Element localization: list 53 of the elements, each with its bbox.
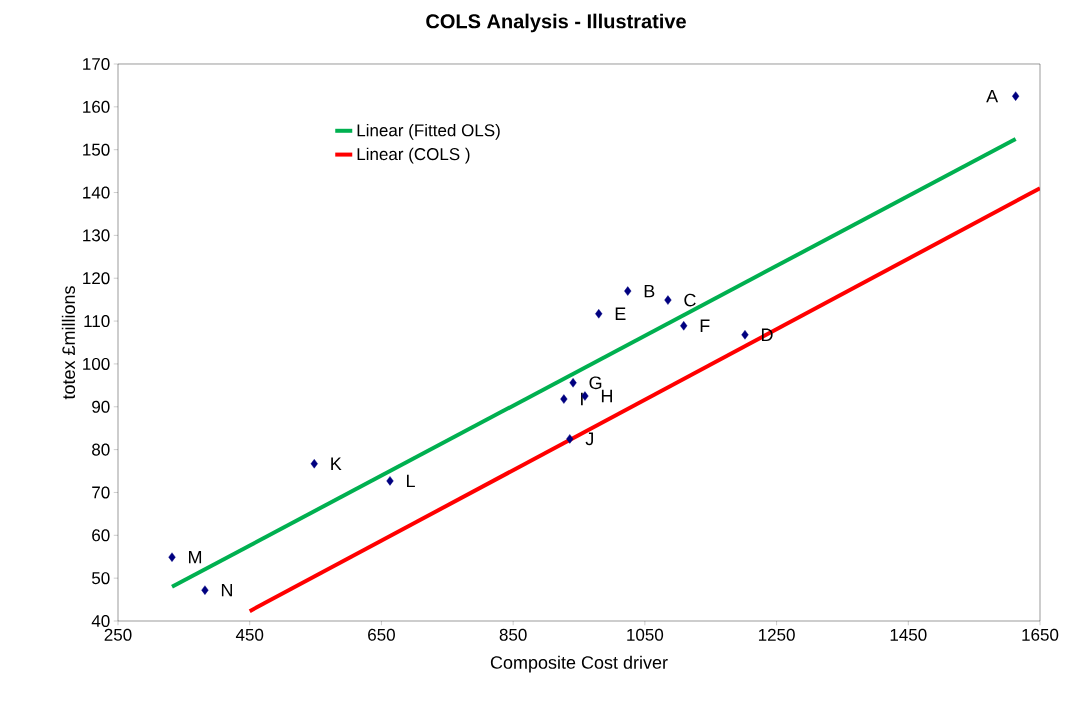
x-axis-title: Composite Cost driver — [490, 655, 668, 673]
x-tick-label: 1650 — [1022, 628, 1059, 641]
x-tick-label: 250 — [104, 628, 132, 641]
annotation: N — [221, 583, 232, 597]
annotation: L — [407, 474, 415, 488]
point — [664, 295, 672, 305]
annotation: E — [615, 307, 626, 320]
point — [680, 321, 688, 331]
y-tick-label: 100 — [83, 357, 110, 370]
x-tick-label: 1050 — [627, 628, 664, 641]
y-tick-label: 140 — [83, 186, 110, 199]
annotation: I — [581, 392, 583, 406]
y-tick-label: 170 — [83, 57, 110, 71]
y-axis-title: totex £millions — [61, 286, 76, 400]
y-tick-label: 90 — [92, 400, 110, 413]
annotation: J — [585, 432, 593, 446]
y-tick-label: 120 — [83, 272, 110, 285]
chart-title: COLS Analysis - Illustrative — [426, 13, 686, 33]
y-tick-label: 80 — [92, 443, 110, 456]
point — [310, 459, 318, 469]
y-tick-label: 110 — [84, 315, 110, 328]
annotation: A — [986, 89, 999, 103]
annotation: B — [644, 284, 655, 298]
y-tick-label: 40 — [91, 614, 110, 628]
point — [560, 394, 568, 404]
point — [386, 476, 394, 486]
point — [624, 286, 632, 296]
point — [566, 434, 574, 444]
point — [168, 552, 176, 562]
x-tick-label: 1250 — [758, 628, 795, 641]
annotation: G — [589, 376, 602, 390]
annotation: M — [189, 550, 202, 564]
annotation: F — [700, 319, 710, 332]
y-tick-label: 130 — [83, 229, 110, 242]
x-tick-label: 450 — [235, 628, 264, 641]
point — [1012, 91, 1020, 101]
y-tick-label: 160 — [83, 100, 110, 113]
legend-label: Linear (COLS ) — [357, 147, 470, 164]
y-tick-label: 50 — [92, 572, 110, 585]
annotation: K — [331, 457, 342, 470]
point — [201, 585, 209, 595]
x-tick-label: 850 — [499, 628, 527, 641]
legend-label: Linear (Fitted OLS) — [357, 123, 500, 140]
y-tick-label: 60 — [92, 529, 110, 542]
point — [741, 330, 749, 340]
y-tick-label: 150 — [83, 143, 110, 156]
point — [569, 378, 577, 388]
annotation: H — [601, 389, 612, 403]
x-tick-label: 1450 — [890, 628, 927, 641]
y-tick-label: 70 — [92, 486, 110, 499]
annotation: C — [684, 293, 696, 307]
point — [595, 309, 603, 319]
x-tick-label: 650 — [368, 628, 395, 641]
